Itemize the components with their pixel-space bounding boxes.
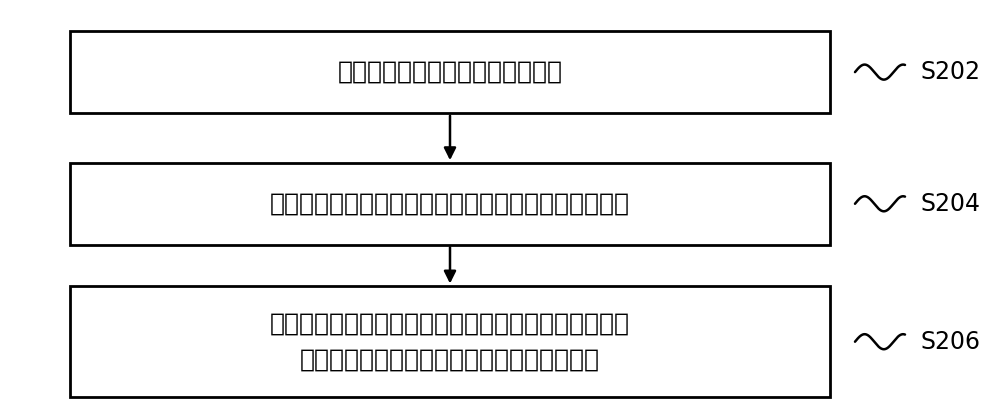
Bar [70,286,830,397]
Text: S202: S202 [920,60,980,84]
Text: 根据各支路的流量信息及温度信息，计算流量差及温差: 根据各支路的流量信息及温度信息，计算流量差及温差 [270,192,630,216]
Bar [70,163,830,245]
Bar [70,31,830,113]
Text: S206: S206 [920,330,980,354]
Text: 根据上述流量差及温差，调节各支路的电子膨胀阀的开
度，以使上述流量差及温差小于等于预设阈值: 根据上述流量差及温差，调节各支路的电子膨胀阀的开 度，以使上述流量差及温差小于等… [270,312,630,372]
Text: S204: S204 [920,192,980,216]
Text: 获取各支路的流量信息及温度信息: 获取各支路的流量信息及温度信息 [338,60,562,84]
